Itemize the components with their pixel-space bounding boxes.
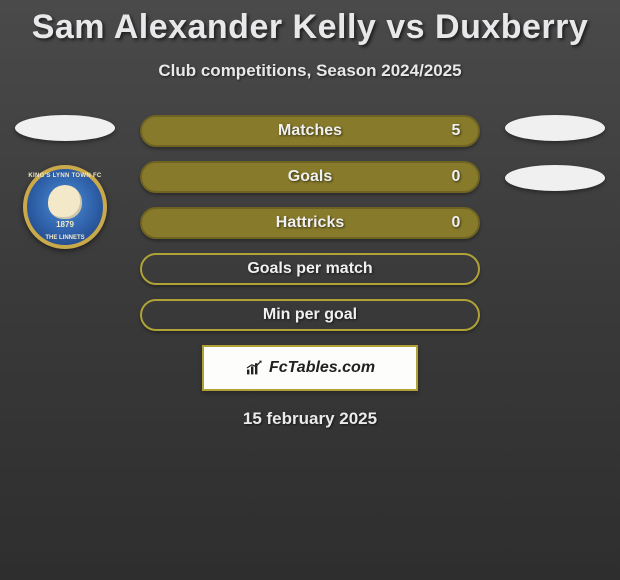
date-text: 15 february 2025 bbox=[0, 409, 620, 429]
page-title: Sam Alexander Kelly vs Duxberry bbox=[0, 0, 620, 47]
club-ellipse bbox=[505, 165, 605, 191]
stat-row: Matches 5 bbox=[140, 115, 480, 147]
player-ellipse bbox=[505, 115, 605, 141]
stat-row: Min per goal bbox=[140, 299, 480, 331]
crest-top-text: KING'S LYNN TOWN FC bbox=[27, 173, 103, 179]
player-ellipse bbox=[15, 115, 115, 141]
club-crest: KING'S LYNN TOWN FC THE LINNETS bbox=[23, 165, 107, 249]
stat-row: Goals 0 bbox=[140, 161, 480, 193]
left-player-column: KING'S LYNN TOWN FC THE LINNETS bbox=[10, 115, 120, 249]
stat-label: Goals per match bbox=[247, 260, 372, 278]
subtitle: Club competitions, Season 2024/2025 bbox=[0, 61, 620, 81]
brand-chart-icon bbox=[245, 360, 265, 376]
stat-value-right: 0 bbox=[448, 168, 464, 186]
stat-label: Goals bbox=[288, 168, 332, 186]
right-player-column bbox=[500, 115, 610, 215]
stat-label: Matches bbox=[278, 122, 342, 140]
stat-value-right: 0 bbox=[448, 214, 464, 232]
stat-value-right: 5 bbox=[448, 122, 464, 140]
crest-bottom-text: THE LINNETS bbox=[27, 235, 103, 241]
stat-row: Goals per match bbox=[140, 253, 480, 285]
brand-text: FcTables.com bbox=[269, 359, 375, 377]
brand-box: FcTables.com bbox=[202, 345, 418, 391]
comparison-content: KING'S LYNN TOWN FC THE LINNETS Matches 5… bbox=[0, 115, 620, 429]
stat-label: Min per goal bbox=[263, 306, 357, 324]
stats-list: Matches 5 Goals 0 Hattricks 0 Goals per match M… bbox=[140, 115, 480, 331]
stat-label: Hattricks bbox=[276, 214, 344, 232]
stat-row: Hattricks 0 bbox=[140, 207, 480, 239]
